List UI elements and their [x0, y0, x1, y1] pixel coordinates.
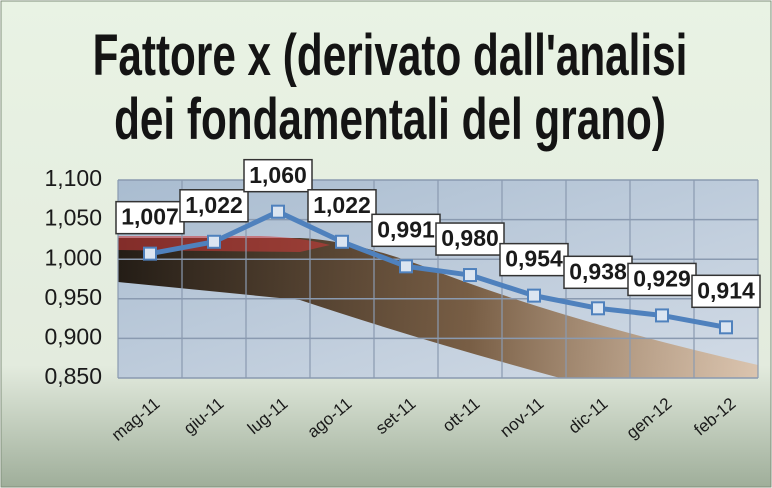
point-marker — [271, 204, 285, 219]
y-tick-label: 1,100 — [44, 165, 102, 191]
point-marker — [143, 246, 157, 261]
data-label-box — [371, 213, 441, 248]
data-label-box — [179, 189, 249, 223]
data-label: 1,060 — [249, 162, 307, 188]
data-label-box — [435, 222, 505, 256]
point-marker — [335, 234, 349, 249]
point-marker — [655, 308, 669, 323]
point-marker — [463, 268, 477, 283]
data-label: 0,929 — [633, 266, 691, 292]
point-marker — [527, 288, 541, 303]
point-marker — [399, 259, 413, 274]
data-label: 0,991 — [377, 216, 435, 242]
data-label: 1,022 — [313, 192, 371, 218]
y-tick-label: 0,900 — [44, 323, 102, 349]
point-marker — [591, 301, 605, 316]
data-label: 0,954 — [505, 246, 563, 272]
point-marker — [207, 234, 221, 249]
y-tick-label: 1,050 — [44, 205, 102, 231]
series-line — [149, 209, 727, 330]
data-label-box — [243, 158, 313, 193]
data-label-box — [307, 189, 377, 223]
data-label: 1,022 — [185, 192, 243, 218]
data-label: 1,007 — [121, 204, 179, 230]
y-tick-label: 0,950 — [44, 284, 102, 310]
y-tick-label: 0,850 — [44, 363, 102, 389]
data-label: 0,980 — [441, 225, 499, 251]
data-label: 0,914 — [697, 277, 755, 303]
chart-title: Fattore x (derivato dall'analisi dei fond… — [93, 23, 688, 152]
y-tick-label: 1,000 — [44, 244, 102, 270]
data-label-box — [115, 200, 185, 235]
point-marker — [719, 320, 733, 335]
data-label-box — [691, 274, 761, 309]
data-label: 0,938 — [569, 258, 627, 284]
